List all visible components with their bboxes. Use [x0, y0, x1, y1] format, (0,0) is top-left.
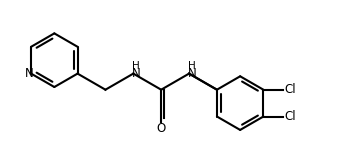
- Text: H: H: [132, 61, 140, 71]
- Text: H: H: [188, 61, 196, 71]
- Text: Cl: Cl: [285, 110, 297, 123]
- Text: O: O: [157, 122, 166, 135]
- Text: Cl: Cl: [285, 83, 297, 96]
- Text: N: N: [25, 67, 34, 80]
- Text: N: N: [187, 67, 196, 80]
- Text: N: N: [132, 67, 140, 80]
